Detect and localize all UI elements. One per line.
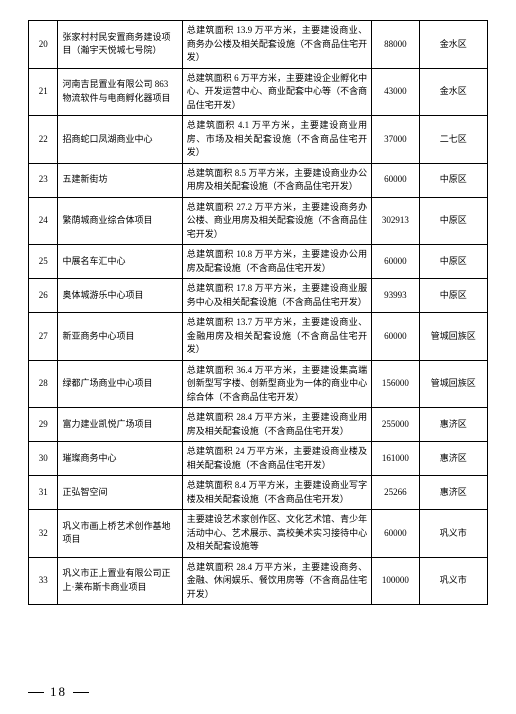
cell-no: 23 — [29, 163, 58, 197]
cell-area: 惠济区 — [419, 408, 487, 442]
footer-dash-left — [28, 692, 44, 693]
cell-area: 巩义市 — [419, 557, 487, 605]
cell-no: 30 — [29, 442, 58, 476]
cell-area: 惠济区 — [419, 476, 487, 510]
cell-name: 绿都广场商业中心项目 — [58, 360, 182, 408]
cell-value: 60000 — [372, 163, 419, 197]
cell-name: 富力建业凯悦广场项目 — [58, 408, 182, 442]
cell-no: 27 — [29, 313, 58, 361]
cell-name: 繁荫城商业综合体项目 — [58, 197, 182, 245]
table-row: 22招商蛇口凤湖商业中心总建筑面积 4.1 万平方米，主要建设商业用房、市场及相… — [29, 116, 488, 164]
cell-value: 93993 — [372, 279, 419, 313]
cell-area: 中原区 — [419, 279, 487, 313]
table-row: 21河南吉昆置业有限公司 863 物流软件与电商孵化器项目总建筑面积 6 万平方… — [29, 68, 488, 116]
cell-area: 惠济区 — [419, 442, 487, 476]
cell-desc: 总建筑面积 13.7 万平方米，主要建设商业、金融用房及相关配套设施（不含商品住… — [182, 313, 371, 361]
table-row: 23五建新街坊总建筑面积 8.5 万平方米，主要建设商业办公用房及相关配套设施（… — [29, 163, 488, 197]
cell-name: 张家村村民安置商务建设项目（瀚宇天悦城七号院） — [58, 21, 182, 69]
cell-name: 正弘智空间 — [58, 476, 182, 510]
cell-desc: 总建筑面积 24 万平方米，主要建设商业楼及相关配套设施（不含商品住宅开发） — [182, 442, 371, 476]
cell-name: 河南吉昆置业有限公司 863 物流软件与电商孵化器项目 — [58, 68, 182, 116]
cell-no: 26 — [29, 279, 58, 313]
cell-desc: 总建筑面积 13.9 万平方米，主要建设商业、商务办公楼及相关配套设施（不含商品… — [182, 21, 371, 69]
table-row: 28绿都广场商业中心项目总建筑面积 36.4 万平方米，主要建设集高端创新型写字… — [29, 360, 488, 408]
cell-desc: 总建筑面积 17.8 万平方米，主要建设商业服务中心及相关配套设施（不含商品住宅… — [182, 279, 371, 313]
cell-value: 255000 — [372, 408, 419, 442]
cell-desc: 总建筑面积 27.2 万平方米，主要建设商务办公楼、商业用房及相关配套设施（不含… — [182, 197, 371, 245]
cell-value: 43000 — [372, 68, 419, 116]
cell-desc: 总建筑面积 36.4 万平方米，主要建设集高端创新型写字楼、创新型商业为一体的商… — [182, 360, 371, 408]
cell-value: 156000 — [372, 360, 419, 408]
cell-desc: 总建筑面积 6 万平方米，主要建设企业孵化中心、开发运营中心、商业配套中心等（不… — [182, 68, 371, 116]
cell-value: 161000 — [372, 442, 419, 476]
table-row: 20张家村村民安置商务建设项目（瀚宇天悦城七号院）总建筑面积 13.9 万平方米… — [29, 21, 488, 69]
cell-no: 28 — [29, 360, 58, 408]
cell-area: 中原区 — [419, 197, 487, 245]
cell-no: 25 — [29, 245, 58, 279]
cell-area: 二七区 — [419, 116, 487, 164]
cell-value: 37000 — [372, 116, 419, 164]
cell-area: 巩义市 — [419, 510, 487, 558]
table-row: 31正弘智空间总建筑面积 8.4 万平方米，主要建设商业写字楼及相关配套设施（不… — [29, 476, 488, 510]
cell-no: 24 — [29, 197, 58, 245]
table-row: 27新亚商务中心项目总建筑面积 13.7 万平方米，主要建设商业、金融用房及相关… — [29, 313, 488, 361]
cell-desc: 总建筑面积 4.1 万平方米，主要建设商业用房、市场及相关配套设施（不含商品住宅… — [182, 116, 371, 164]
cell-name: 招商蛇口凤湖商业中心 — [58, 116, 182, 164]
cell-name: 奥体城游乐中心项目 — [58, 279, 182, 313]
cell-desc: 主要建设艺术家创作区、文化艺术馆、青少年活动中心、艺术展示、高校美术实习接待中心… — [182, 510, 371, 558]
table-row: 26奥体城游乐中心项目总建筑面积 17.8 万平方米，主要建设商业服务中心及相关… — [29, 279, 488, 313]
document-page: 20张家村村民安置商务建设项目（瀚宇天悦城七号院）总建筑面积 13.9 万平方米… — [0, 0, 516, 714]
table-row: 29富力建业凯悦广场项目总建筑面积 28.4 万平方米，主要建设商业用房及相关配… — [29, 408, 488, 442]
cell-name: 巩义市正上置业有限公司正上·莱布斯卡商业项目 — [58, 557, 182, 605]
cell-name: 新亚商务中心项目 — [58, 313, 182, 361]
cell-desc: 总建筑面积 8.5 万平方米，主要建设商业办公用房及相关配套设施（不含商品住宅开… — [182, 163, 371, 197]
cell-area: 金水区 — [419, 21, 487, 69]
cell-no: 32 — [29, 510, 58, 558]
cell-name: 中展名车汇中心 — [58, 245, 182, 279]
cell-value: 25266 — [372, 476, 419, 510]
cell-desc: 总建筑面积 10.8 万平方米，主要建设办公用房及配套设施（不含商品住宅开发） — [182, 245, 371, 279]
cell-value: 60000 — [372, 313, 419, 361]
cell-no: 22 — [29, 116, 58, 164]
cell-no: 21 — [29, 68, 58, 116]
cell-value: 60000 — [372, 245, 419, 279]
cell-no: 31 — [29, 476, 58, 510]
cell-area: 管城回族区 — [419, 313, 487, 361]
cell-value: 100000 — [372, 557, 419, 605]
cell-desc: 总建筑面积 28.4 万平方米，主要建设商务、金融、休闲娱乐、餐饮用房等（不含商… — [182, 557, 371, 605]
table-row: 25中展名车汇中心总建筑面积 10.8 万平方米，主要建设办公用房及配套设施（不… — [29, 245, 488, 279]
cell-area: 管城回族区 — [419, 360, 487, 408]
page-number: 18 — [50, 684, 67, 700]
cell-no: 33 — [29, 557, 58, 605]
table-row: 30璀璨商务中心总建筑面积 24 万平方米，主要建设商业楼及相关配套设施（不含商… — [29, 442, 488, 476]
cell-desc: 总建筑面积 28.4 万平方米，主要建设商业用房及相关配套设施（不含商品住宅开发… — [182, 408, 371, 442]
cell-area: 中原区 — [419, 245, 487, 279]
cell-value: 60000 — [372, 510, 419, 558]
cell-name: 巩义市画上桥艺术创作基地项目 — [58, 510, 182, 558]
page-footer: 18 — [28, 684, 89, 700]
cell-no: 20 — [29, 21, 58, 69]
cell-desc: 总建筑面积 8.4 万平方米，主要建设商业写字楼及相关配套设施（不含商品住宅开发… — [182, 476, 371, 510]
table-row: 33巩义市正上置业有限公司正上·莱布斯卡商业项目总建筑面积 28.4 万平方米，… — [29, 557, 488, 605]
cell-area: 中原区 — [419, 163, 487, 197]
cell-name: 五建新街坊 — [58, 163, 182, 197]
table-row: 24繁荫城商业综合体项目总建筑面积 27.2 万平方米，主要建设商务办公楼、商业… — [29, 197, 488, 245]
project-table: 20张家村村民安置商务建设项目（瀚宇天悦城七号院）总建筑面积 13.9 万平方米… — [28, 20, 488, 605]
cell-no: 29 — [29, 408, 58, 442]
cell-name: 璀璨商务中心 — [58, 442, 182, 476]
cell-area: 金水区 — [419, 68, 487, 116]
cell-value: 302913 — [372, 197, 419, 245]
footer-dash-right — [73, 692, 89, 693]
table-row: 32巩义市画上桥艺术创作基地项目主要建设艺术家创作区、文化艺术馆、青少年活动中心… — [29, 510, 488, 558]
cell-value: 88000 — [372, 21, 419, 69]
